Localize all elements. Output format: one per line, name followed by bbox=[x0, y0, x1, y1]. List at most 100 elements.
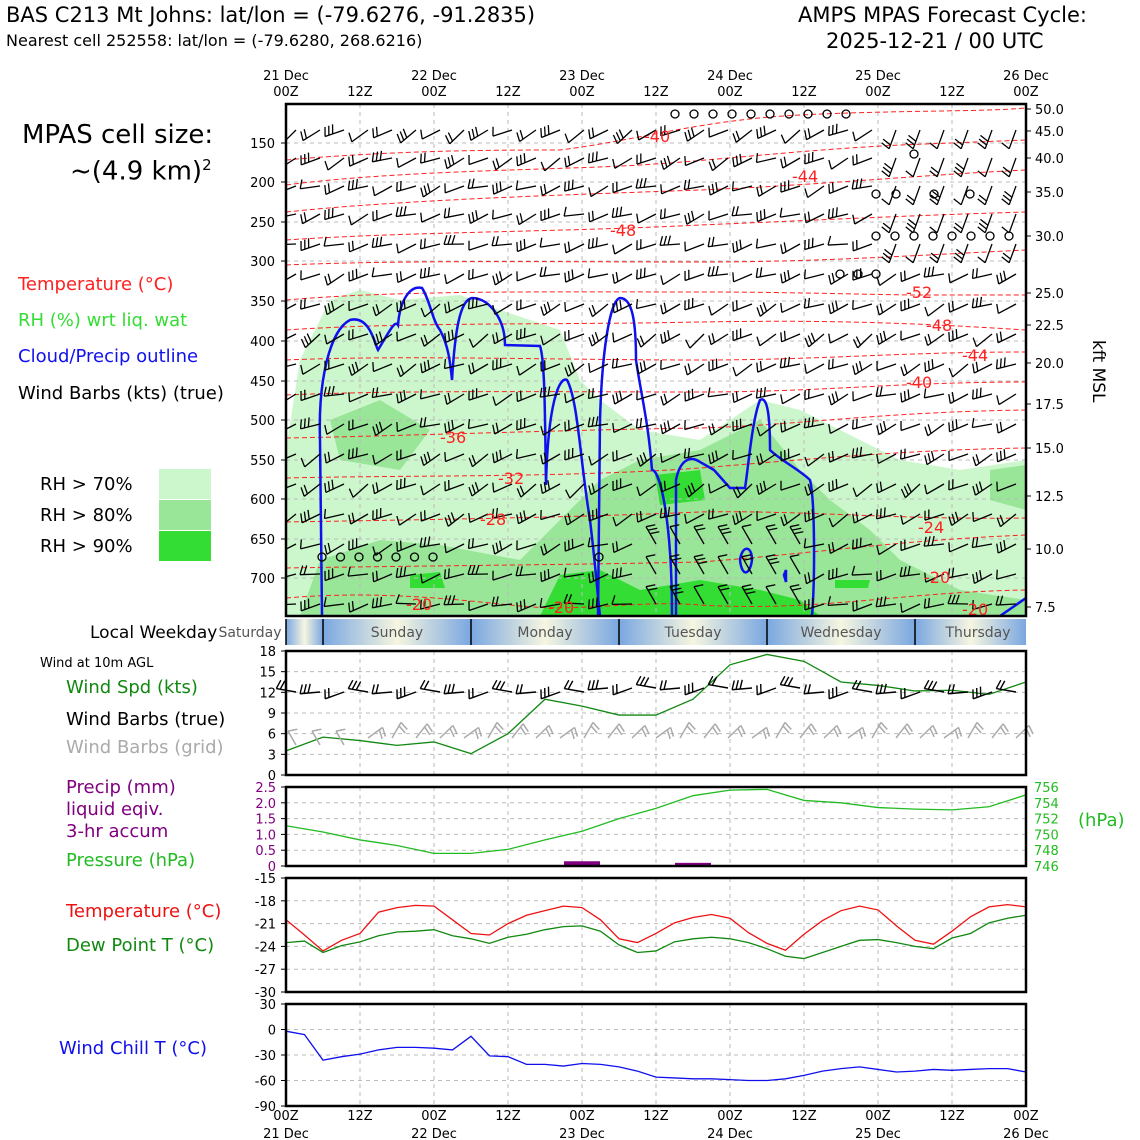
wind-barb bbox=[492, 393, 513, 407]
wind-barb bbox=[684, 363, 705, 376]
pressure-tick-label: 400 bbox=[250, 335, 275, 350]
wind-barb bbox=[324, 359, 345, 371]
wind-barb bbox=[972, 600, 993, 611]
wind-barbs-grid-label: Wind Barbs (grid) bbox=[66, 737, 224, 758]
bottom-date-label: 21 Dec bbox=[263, 1127, 309, 1140]
windchill-panel: -90 -60 -30 0 30 bbox=[255, 998, 1028, 1115]
wind-barb bbox=[311, 728, 322, 746]
forecast-cycle-date: 2025-12-21 / 00 UTC bbox=[826, 29, 1044, 53]
bottom-hour-label: 00Z bbox=[1013, 1109, 1039, 1124]
wind-barb bbox=[564, 362, 585, 377]
wind-barb bbox=[463, 726, 483, 740]
wind-barb bbox=[977, 157, 993, 178]
wind-barb bbox=[583, 721, 600, 739]
wind-barb bbox=[717, 554, 729, 575]
wind-barb bbox=[492, 126, 513, 137]
legend-rh80: RH > 80% bbox=[40, 505, 133, 526]
wind-barb bbox=[708, 157, 729, 172]
wind-barb bbox=[756, 361, 777, 373]
wind-barb bbox=[324, 183, 345, 196]
wind-barb bbox=[948, 451, 969, 462]
wind-barb bbox=[286, 129, 297, 141]
swatch-rh90 bbox=[159, 531, 211, 561]
wind-barb bbox=[971, 296, 993, 309]
calm-circle bbox=[765, 109, 775, 119]
wind-barb bbox=[669, 554, 682, 575]
contour-label: -36 bbox=[440, 428, 466, 447]
wind-barb bbox=[684, 682, 705, 696]
wind-barb bbox=[516, 299, 537, 311]
wind-barb bbox=[852, 239, 873, 252]
wind-barb bbox=[660, 330, 681, 344]
wind-barb bbox=[299, 179, 321, 190]
top-hour-label: 12Z bbox=[495, 85, 521, 100]
calm-circle bbox=[746, 109, 756, 119]
wind-barb bbox=[948, 301, 969, 313]
bottom-date-label: 22 Dec bbox=[411, 1127, 457, 1140]
wind-barb bbox=[876, 481, 897, 494]
calm-circle bbox=[670, 109, 680, 119]
top-date-label: 26 Dec bbox=[1003, 69, 1049, 84]
wind-barb bbox=[516, 153, 537, 167]
wind-barb bbox=[756, 184, 777, 197]
bottom-date-label: 26 Dec bbox=[1003, 1127, 1049, 1140]
wind-barb bbox=[803, 416, 825, 429]
wind-barb bbox=[515, 684, 537, 695]
wind-barb bbox=[367, 726, 387, 740]
y-tick-label: -30 bbox=[255, 1049, 276, 1064]
wind-barb bbox=[396, 421, 417, 433]
wind-barb bbox=[660, 452, 681, 464]
wind-barb bbox=[804, 509, 825, 523]
wind-barb bbox=[324, 542, 345, 555]
y-tick-label: 6 bbox=[268, 728, 276, 743]
weekday-band bbox=[619, 619, 767, 645]
wind-barb bbox=[420, 451, 441, 467]
wind-barb bbox=[924, 572, 945, 583]
wind-barb bbox=[492, 271, 513, 286]
wind-barb bbox=[876, 543, 897, 556]
wind-barb bbox=[636, 483, 657, 497]
wind-barb bbox=[948, 479, 969, 491]
wind-barb bbox=[300, 483, 321, 497]
wind-barb bbox=[540, 157, 561, 172]
height-tick-label: 15.0 bbox=[1035, 442, 1064, 457]
wind-barb bbox=[324, 124, 345, 138]
wind-barb bbox=[540, 124, 561, 139]
y-tick-label: 2.0 bbox=[255, 797, 276, 812]
wind-barb bbox=[756, 511, 777, 522]
top-date-label: 25 Dec bbox=[855, 69, 901, 84]
wind-barb bbox=[804, 483, 825, 497]
wind-barb bbox=[539, 266, 561, 278]
wind-barb bbox=[828, 542, 849, 554]
wind-barb bbox=[972, 333, 993, 348]
wind-barb bbox=[516, 213, 537, 226]
wind-barb bbox=[396, 157, 417, 168]
wind-barb bbox=[779, 207, 801, 218]
bottom-hour-label: 00Z bbox=[865, 1109, 891, 1124]
wind-barb bbox=[444, 512, 465, 527]
top-hour-label: 12Z bbox=[643, 85, 669, 100]
wind-barb bbox=[923, 535, 945, 547]
wind-barb bbox=[535, 724, 554, 739]
top-date-label: 22 Dec bbox=[411, 69, 457, 84]
hpa-unit-label: (hPa) bbox=[1078, 810, 1125, 831]
legend-temperature: Temperature (°C) bbox=[18, 274, 174, 295]
contour-label: -20 bbox=[962, 600, 988, 619]
bottom-hour-label: 00Z bbox=[421, 1109, 447, 1124]
wind-barb bbox=[660, 420, 681, 435]
wind-barb bbox=[899, 566, 921, 578]
wind-barb bbox=[587, 597, 609, 610]
wind-barb bbox=[708, 333, 729, 346]
wind-barb bbox=[707, 265, 729, 277]
wind-barb bbox=[300, 238, 321, 252]
wind-barb bbox=[977, 243, 993, 264]
wind-barb bbox=[732, 129, 753, 143]
temperature-label: Temperature (°C) bbox=[66, 901, 222, 922]
wind-barb bbox=[635, 298, 657, 310]
wind-barb bbox=[419, 536, 441, 548]
weekday-name: Monday bbox=[517, 625, 572, 641]
contour-label: -44 bbox=[962, 346, 988, 365]
wind-barb bbox=[396, 477, 417, 491]
wind-barb bbox=[803, 269, 825, 280]
wind-barb bbox=[636, 239, 657, 251]
